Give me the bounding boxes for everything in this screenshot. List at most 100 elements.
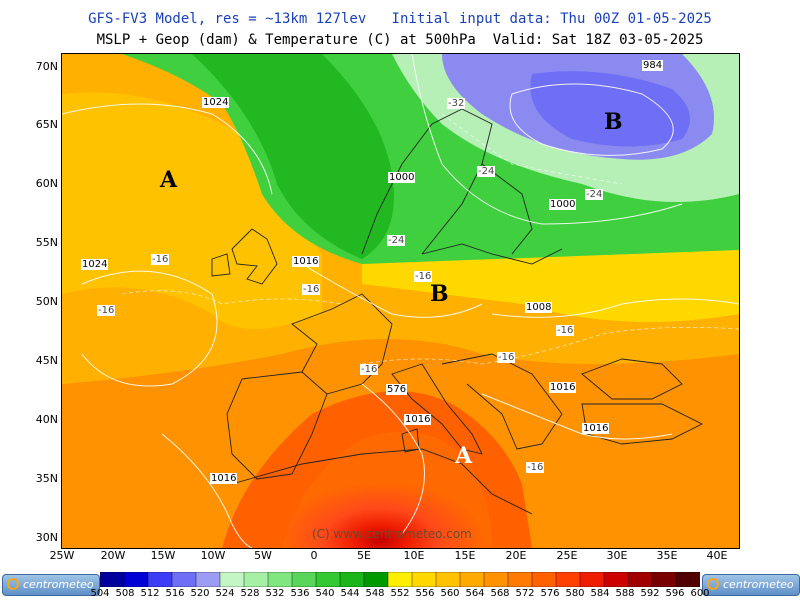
lon-label-0: 0 xyxy=(310,549,318,562)
centrometeo-logo-left: centrometeo xyxy=(2,574,100,596)
watermark: (C) www.centrometeo.com xyxy=(312,527,472,541)
lat-label-65n: 65N xyxy=(35,118,58,131)
isobar-label: 1024 xyxy=(81,259,109,270)
temperature-label: -24 xyxy=(387,235,406,246)
legend-swatch xyxy=(123,572,149,587)
legend-label: 512 xyxy=(140,588,160,599)
legend-label: 520 xyxy=(190,588,210,599)
high-center-mediterranean: A xyxy=(455,443,473,469)
legend-swatch xyxy=(100,572,125,587)
legend-swatch xyxy=(243,572,269,587)
field-red-core xyxy=(282,431,492,548)
legend-label: 536 xyxy=(290,588,310,599)
temperature-label: -16 xyxy=(497,352,516,363)
centrometeo-logo-right: centrometeo xyxy=(702,574,800,596)
legend-label: 580 xyxy=(565,588,585,599)
legend-label: 552 xyxy=(390,588,410,599)
legend-swatch xyxy=(171,572,197,587)
isotherm-1 xyxy=(121,290,343,305)
title-line-1: GFS-FV3 Model, res = ~13km 127lev Initia… xyxy=(88,11,712,27)
temperature-label: -16 xyxy=(360,364,379,375)
lat-label-30n: 30N xyxy=(35,531,58,544)
color-legend-bar xyxy=(100,572,700,587)
legend-label: 576 xyxy=(540,588,560,599)
lat-label-60n: 60N xyxy=(35,177,58,190)
logo-text: centrometeo xyxy=(723,578,794,591)
weather-map xyxy=(61,53,740,549)
legend-label: 572 xyxy=(515,588,535,599)
lon-label-30e: 30E xyxy=(606,549,628,562)
legend-swatch xyxy=(531,572,557,587)
legend-swatch xyxy=(459,572,485,587)
coast-france xyxy=(291,293,393,395)
legend-label: 556 xyxy=(415,588,435,599)
coast-scandinavia xyxy=(361,108,533,255)
isobar-1 xyxy=(62,103,273,195)
temperature-label: -24 xyxy=(585,189,604,200)
legend-label: 540 xyxy=(315,588,335,599)
legend-swatch xyxy=(507,572,533,587)
geopotential-label: 576 xyxy=(386,384,408,395)
field-green-dark xyxy=(192,54,394,259)
lon-label-20e: 20E xyxy=(505,549,527,562)
legend-label: 568 xyxy=(490,588,510,599)
legend-label: 600 xyxy=(690,588,710,599)
temperature-label: -16 xyxy=(302,284,321,295)
legend-swatch xyxy=(315,572,341,587)
isobar-label: 1000 xyxy=(388,172,416,183)
legend-label: 544 xyxy=(340,588,360,599)
isobar-9 xyxy=(491,298,739,318)
lon-label-10e: 10E xyxy=(403,549,425,562)
coast-baltic xyxy=(421,243,563,265)
isotherm-2 xyxy=(361,326,739,365)
field-lavender-core xyxy=(530,71,690,147)
lat-label-45n: 45N xyxy=(35,354,58,367)
coast-iberia xyxy=(226,371,328,480)
isobar-5 xyxy=(481,393,673,440)
isobar-label: 1016 xyxy=(582,423,610,434)
legend-swatch xyxy=(483,572,509,587)
lat-label-40n: 40N xyxy=(35,413,58,426)
isobar-2 xyxy=(81,270,218,387)
isobar-7 xyxy=(509,83,674,156)
legend-swatch xyxy=(435,572,461,587)
temperature-label: -16 xyxy=(556,325,575,336)
isotherm-3 xyxy=(441,113,623,185)
legend-swatch xyxy=(267,572,293,587)
coast-british-isles xyxy=(211,228,278,285)
legend-label: 532 xyxy=(265,588,285,599)
field-yellow-north xyxy=(362,249,739,322)
title-line-2: MSLP + Geop (dam) & Temperature (C) at 5… xyxy=(96,32,704,48)
isobar-label: 1016 xyxy=(292,256,320,267)
legend-swatch xyxy=(675,572,700,587)
lon-label-10w: 10W xyxy=(200,549,226,562)
legend-label: 584 xyxy=(590,588,610,599)
legend-swatch xyxy=(195,572,221,587)
lon-label-25e: 25E xyxy=(556,549,578,562)
lat-label-55n: 55N xyxy=(35,236,58,249)
lon-label-40e: 40E xyxy=(706,549,728,562)
lon-label-35e: 35E xyxy=(656,549,678,562)
legend-swatch xyxy=(291,572,317,587)
isobar-label: 1000 xyxy=(549,199,577,210)
isobar-label: 1016 xyxy=(210,473,238,484)
legend-swatch xyxy=(627,572,653,587)
legend-swatch xyxy=(387,572,413,587)
lon-label-5w: 5W xyxy=(254,549,272,562)
legend-swatch xyxy=(219,572,245,587)
legend-label: 596 xyxy=(665,588,685,599)
lon-label-5e: 5E xyxy=(357,549,371,562)
coast-turkey xyxy=(581,403,704,445)
legend-swatch xyxy=(411,572,437,587)
legend-swatch xyxy=(555,572,581,587)
isobar-6 xyxy=(411,54,683,225)
isobar-4 xyxy=(361,383,425,535)
legend-label: 516 xyxy=(165,588,185,599)
legend-swatch xyxy=(339,572,365,587)
isobar-label: 1016 xyxy=(549,382,577,393)
temperature-label: -16 xyxy=(151,254,170,265)
lon-label-25w: 25W xyxy=(49,549,75,562)
temperature-label: -24 xyxy=(477,166,496,177)
isobar-3 xyxy=(301,263,483,318)
lat-label-50n: 50N xyxy=(35,295,58,308)
